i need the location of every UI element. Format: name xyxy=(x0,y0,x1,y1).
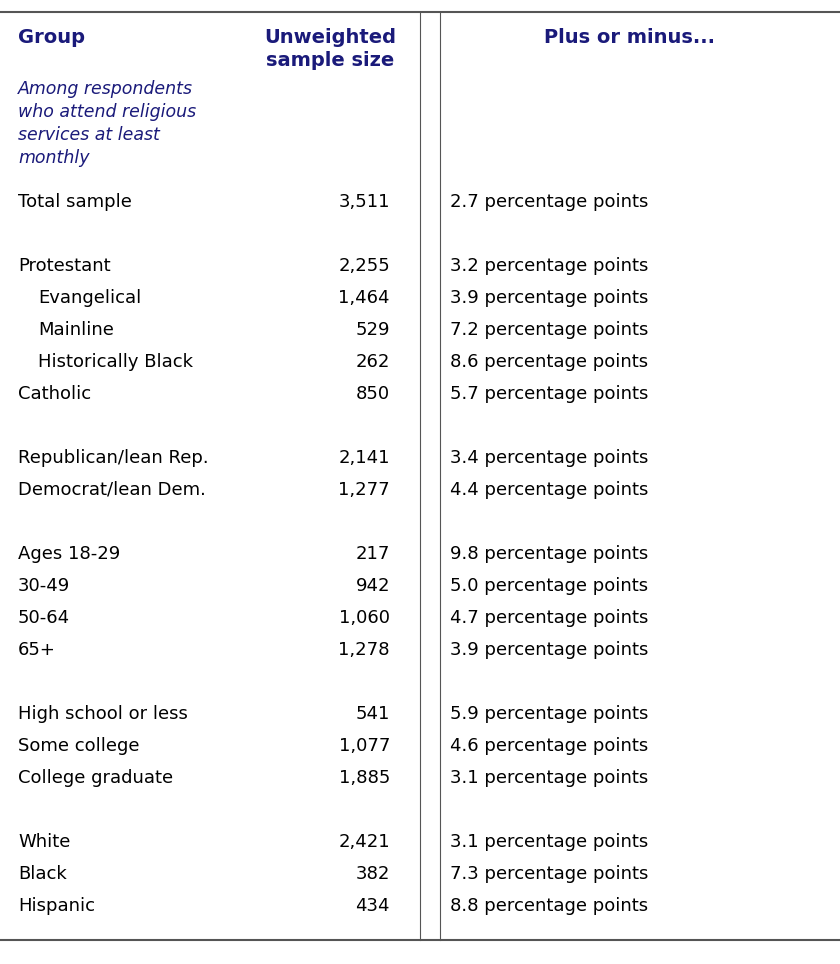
Text: 5.0 percentage points: 5.0 percentage points xyxy=(450,577,648,595)
Text: Group: Group xyxy=(18,28,85,47)
Text: White: White xyxy=(18,833,71,851)
Text: Total sample: Total sample xyxy=(18,193,132,211)
Text: 1,077: 1,077 xyxy=(339,737,390,755)
Text: 262: 262 xyxy=(355,353,390,371)
Text: 541: 541 xyxy=(355,705,390,723)
Text: 2.7 percentage points: 2.7 percentage points xyxy=(450,193,648,211)
Text: Unweighted
sample size: Unweighted sample size xyxy=(264,28,396,69)
Text: Catholic: Catholic xyxy=(18,385,91,403)
Text: 4.6 percentage points: 4.6 percentage points xyxy=(450,737,648,755)
Text: Ages 18-29: Ages 18-29 xyxy=(18,545,120,563)
Text: 3.1 percentage points: 3.1 percentage points xyxy=(450,833,648,851)
Text: 3.9 percentage points: 3.9 percentage points xyxy=(450,289,648,307)
Text: Black: Black xyxy=(18,865,66,883)
Text: 1,464: 1,464 xyxy=(339,289,390,307)
Text: 7.2 percentage points: 7.2 percentage points xyxy=(450,321,648,339)
Text: High school or less: High school or less xyxy=(18,705,188,723)
Text: Protestant: Protestant xyxy=(18,257,111,275)
Text: 5.7 percentage points: 5.7 percentage points xyxy=(450,385,648,403)
Text: 5.9 percentage points: 5.9 percentage points xyxy=(450,705,648,723)
Text: Among respondents
who attend religious
services at least
monthly: Among respondents who attend religious s… xyxy=(18,80,196,167)
Text: 217: 217 xyxy=(355,545,390,563)
Text: 1,885: 1,885 xyxy=(339,769,390,787)
Text: 3.9 percentage points: 3.9 percentage points xyxy=(450,641,648,659)
Text: 942: 942 xyxy=(355,577,390,595)
Text: 9.8 percentage points: 9.8 percentage points xyxy=(450,545,648,563)
Text: 4.7 percentage points: 4.7 percentage points xyxy=(450,609,648,627)
Text: Historically Black: Historically Black xyxy=(38,353,193,371)
Text: 8.6 percentage points: 8.6 percentage points xyxy=(450,353,648,371)
Text: Plus or minus...: Plus or minus... xyxy=(544,28,716,47)
Text: 3,511: 3,511 xyxy=(339,193,390,211)
Text: 1,277: 1,277 xyxy=(339,481,390,499)
Text: 50-64: 50-64 xyxy=(18,609,70,627)
Text: 65+: 65+ xyxy=(18,641,56,659)
Text: 2,141: 2,141 xyxy=(339,449,390,467)
Text: Democrat/lean Dem.: Democrat/lean Dem. xyxy=(18,481,206,499)
Text: College graduate: College graduate xyxy=(18,769,173,787)
Text: 3.4 percentage points: 3.4 percentage points xyxy=(450,449,648,467)
Text: 1,278: 1,278 xyxy=(339,641,390,659)
Text: 2,421: 2,421 xyxy=(339,833,390,851)
Text: 2,255: 2,255 xyxy=(339,257,390,275)
Text: Republican/lean Rep.: Republican/lean Rep. xyxy=(18,449,208,467)
Text: Some college: Some college xyxy=(18,737,139,755)
Text: 8.8 percentage points: 8.8 percentage points xyxy=(450,897,648,915)
Text: 3.2 percentage points: 3.2 percentage points xyxy=(450,257,648,275)
Text: 7.3 percentage points: 7.3 percentage points xyxy=(450,865,648,883)
Text: Evangelical: Evangelical xyxy=(38,289,141,307)
Text: 382: 382 xyxy=(355,865,390,883)
Text: 3.1 percentage points: 3.1 percentage points xyxy=(450,769,648,787)
Text: 30-49: 30-49 xyxy=(18,577,71,595)
Text: 1,060: 1,060 xyxy=(339,609,390,627)
Text: 434: 434 xyxy=(355,897,390,915)
Text: Hispanic: Hispanic xyxy=(18,897,95,915)
Text: 529: 529 xyxy=(355,321,390,339)
Text: 850: 850 xyxy=(356,385,390,403)
Text: 4.4 percentage points: 4.4 percentage points xyxy=(450,481,648,499)
Text: Mainline: Mainline xyxy=(38,321,114,339)
